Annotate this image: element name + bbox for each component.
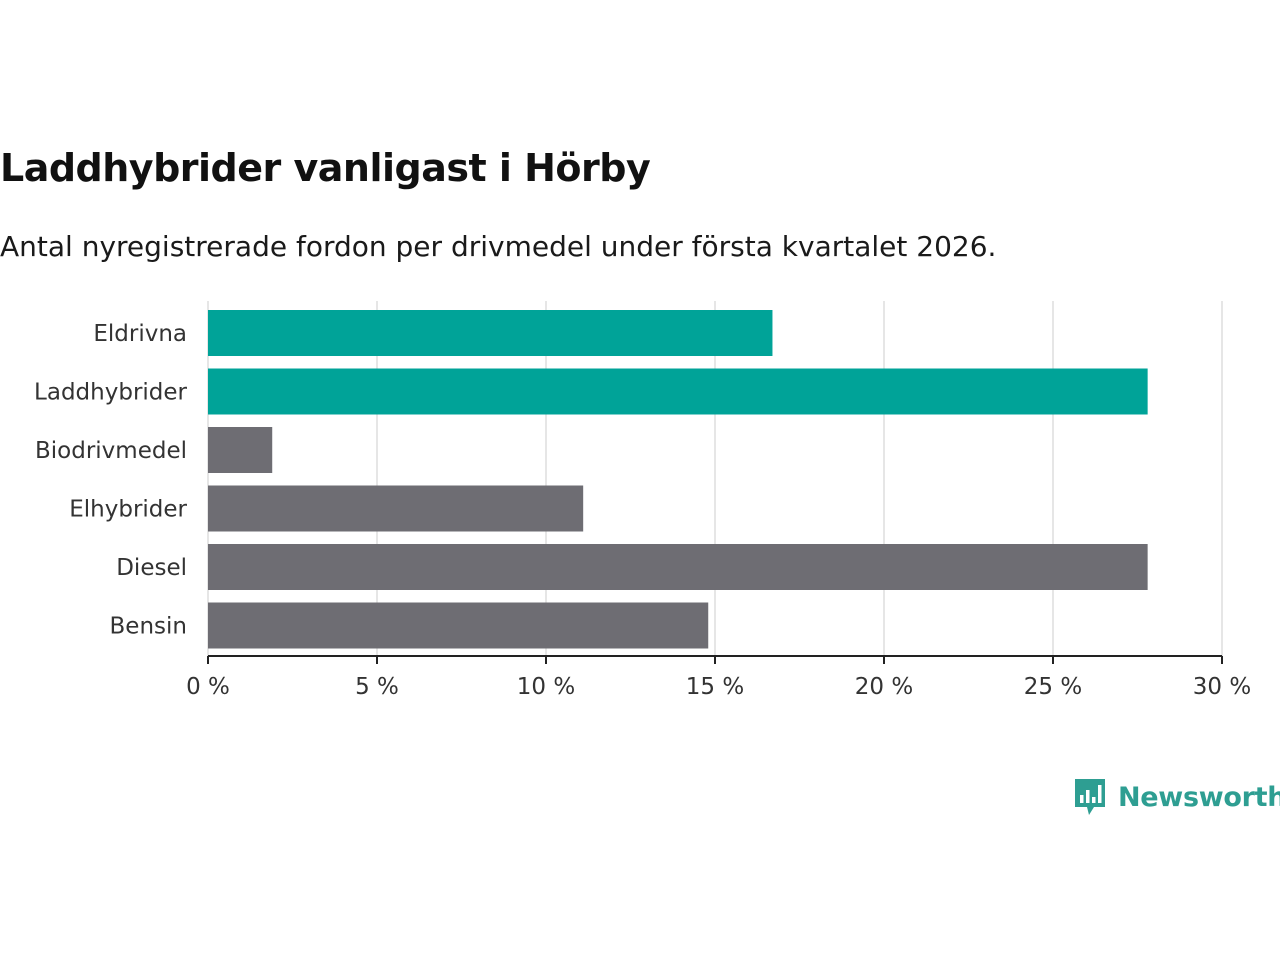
category-label: Eldrivna bbox=[93, 321, 187, 347]
x-tick-label: 10 % bbox=[517, 674, 575, 700]
x-tick-label: 15 % bbox=[686, 674, 744, 700]
bar-eldrivna bbox=[208, 310, 773, 356]
category-label: Biodrivmedel bbox=[35, 438, 187, 464]
bar-elhybrider bbox=[208, 485, 584, 532]
newsworthy-logo-icon bbox=[1075, 779, 1105, 815]
category-label: Elhybrider bbox=[69, 497, 187, 523]
x-tick-label: 0 % bbox=[186, 674, 230, 700]
category-label: Bensin bbox=[110, 614, 187, 640]
x-tick-label: 30 % bbox=[1193, 674, 1251, 700]
category-label: Laddhybrider bbox=[34, 380, 187, 406]
x-tick-label: 5 % bbox=[355, 674, 399, 700]
bar-laddhybrider bbox=[208, 368, 1148, 415]
chart-subtitle: Antal nyregistrerade fordon per drivmede… bbox=[0, 230, 997, 263]
bar-biodrivmedel bbox=[208, 427, 273, 473]
bar-chart: Eldrivna Laddhybrider Biodrivmedel Elhybrid… bbox=[34, 301, 1251, 700]
bar-diesel bbox=[208, 544, 1148, 590]
chart-title: Laddhybrider vanligast i Hörby bbox=[0, 146, 651, 190]
brand-name: Newsworthy bbox=[1118, 781, 1280, 813]
bar-bensin bbox=[208, 602, 709, 649]
x-tick-label: 25 % bbox=[1024, 674, 1082, 700]
category-label: Diesel bbox=[116, 555, 187, 581]
x-tick-label: 20 % bbox=[855, 674, 913, 700]
brand-logo: Newsworthy bbox=[1072, 776, 1280, 818]
